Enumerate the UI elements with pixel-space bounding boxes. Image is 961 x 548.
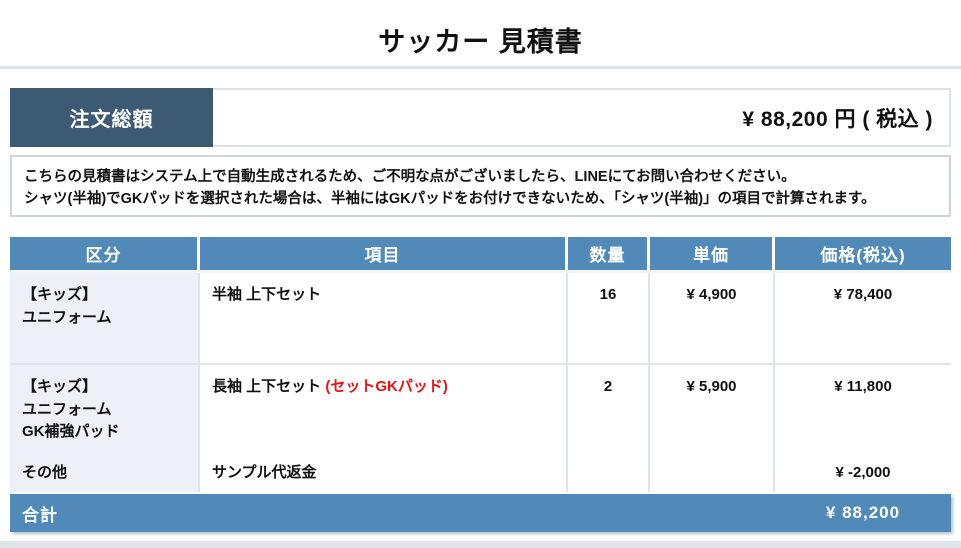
category-cell: その他	[10, 455, 200, 492]
page-title: サッカー 見積書	[378, 27, 583, 57]
note-line-1: こちらの見積書はシステム上で自動生成されるため、ご不明な点がございましたら、LI…	[24, 169, 796, 185]
unit-price-cell: ¥ 4,900	[650, 273, 775, 363]
quote-table: 区分 項目 数量 単価 価格(税込) 【キッズ】 ユニフォーム 半袖 上下セット…	[10, 237, 951, 492]
note-line-2: シャツ(半袖)でGKパッドを選択された場合は、半袖にはGKパッドをお付けできない…	[24, 191, 876, 207]
item-cell: サンプル代返金	[200, 455, 568, 492]
header-cell-quantity: 数量	[568, 237, 650, 270]
table-header-row: 区分 項目 数量 単価 価格(税込)	[10, 237, 951, 273]
header-cell-unit-price: 単価	[650, 237, 775, 270]
item-text: 長袖 上下セット	[212, 378, 326, 395]
item-cell: 半袖 上下セット	[200, 273, 568, 363]
quantity-cell: 2	[568, 365, 650, 455]
order-total-label: 注文総額	[10, 88, 213, 147]
table-row: 【キッズ】 ユニフォーム GK補強パッド 長袖 上下セット (セットGKパッド)…	[10, 365, 951, 455]
unit-price-cell: ¥ 5,900	[650, 365, 775, 455]
price-cell: ¥ 78,400	[775, 273, 951, 363]
item-text: サンプル代返金	[212, 464, 317, 481]
total-value: ¥ 88,200	[825, 503, 901, 522]
total-row: 合計 ¥ 88,200	[10, 494, 951, 532]
quantity-cell	[568, 455, 650, 492]
table-row: その他 サンプル代返金 ¥ -2,000	[10, 455, 951, 492]
item-text: 半袖 上下セット	[212, 286, 322, 303]
header-cell-price: 価格(税込)	[775, 237, 951, 270]
order-total-amount: ¥ 88,200 円 ( 税込 )	[213, 88, 951, 147]
title-divider	[0, 66, 961, 69]
item-note-red: (セットGKパッド)	[325, 378, 448, 395]
note-box: こちらの見積書はシステム上で自動生成されるため、ご不明な点がございましたら、LI…	[10, 155, 951, 217]
category-cell: 【キッズ】 ユニフォーム	[10, 273, 200, 363]
quantity-cell: 16	[568, 273, 650, 363]
table-row: 【キッズ】 ユニフォーム 半袖 上下セット 16 ¥ 4,900 ¥ 78,40…	[10, 273, 951, 365]
category-cell: 【キッズ】 ユニフォーム GK補強パッド	[10, 365, 200, 455]
header-cell-category: 区分	[10, 237, 200, 270]
total-label: 合計	[22, 505, 58, 525]
price-cell: ¥ -2,000	[775, 455, 951, 492]
price-cell: ¥ 11,800	[775, 365, 951, 455]
unit-price-cell	[650, 455, 775, 492]
header-cell-item: 項目	[200, 237, 568, 270]
order-total-bar: 注文総額 ¥ 88,200 円 ( 税込 )	[10, 88, 951, 147]
item-cell: 長袖 上下セット (セットGKパッド)	[200, 365, 568, 455]
bottom-edge	[0, 541, 961, 548]
